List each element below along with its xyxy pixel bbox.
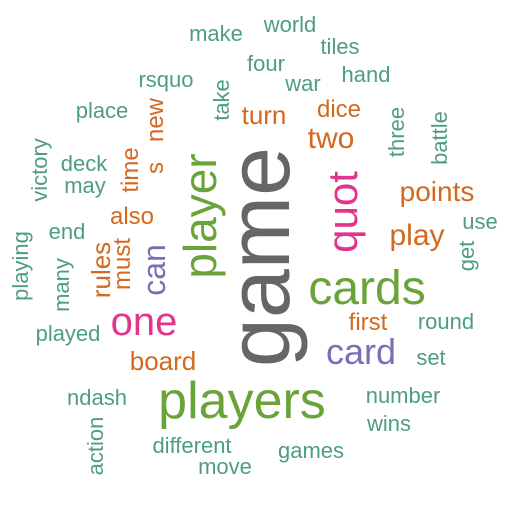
word-take: take <box>209 79 234 121</box>
word-set: set <box>416 345 446 370</box>
word-cards: cards <box>308 262 426 315</box>
word-world: world <box>263 12 317 37</box>
word-make: make <box>189 21 243 46</box>
word-ndash: ndash <box>67 385 127 410</box>
word-many: many <box>49 258 74 312</box>
word-deck: deck <box>60 151 108 176</box>
word-hand: hand <box>341 62 391 87</box>
word-victory: victory <box>27 138 52 202</box>
word-can: can <box>136 244 172 296</box>
word-quot: quot <box>319 171 366 253</box>
word-get: get <box>454 240 479 272</box>
word-playing: playing <box>8 231 33 301</box>
word-points: points <box>399 176 475 207</box>
word-war: war <box>285 71 321 96</box>
word-play: play <box>389 219 445 252</box>
word-number: number <box>365 383 441 408</box>
word-players: players <box>158 372 326 430</box>
word-rsquo: rsquo <box>138 67 194 92</box>
word-tiles: tiles <box>320 34 360 59</box>
word-action: action <box>83 416 108 476</box>
word-played: played <box>35 321 101 346</box>
word-four: four <box>247 51 285 76</box>
word-two: two <box>307 122 355 155</box>
word-new: new <box>142 97 169 143</box>
word-games: games <box>277 438 345 463</box>
word-use: use <box>462 209 498 234</box>
word-first: first <box>348 309 388 336</box>
word-three: three <box>384 106 409 158</box>
word-one: one <box>110 300 178 344</box>
word-move: move <box>198 454 252 479</box>
word-board: board <box>129 346 197 376</box>
word-time: time <box>117 147 144 193</box>
word-s: s <box>142 162 169 174</box>
word-place: place <box>75 98 129 123</box>
word-dice: dice <box>316 96 362 123</box>
word-turn: turn <box>241 100 287 130</box>
word-end: end <box>48 219 86 244</box>
word-game: game <box>209 146 308 368</box>
word-battle: battle <box>427 111 452 165</box>
word-round: round <box>417 309 475 334</box>
word-wins: wins <box>366 411 412 436</box>
word-may: may <box>64 173 106 198</box>
word-card: card <box>325 331 397 372</box>
word-must: must <box>109 237 136 291</box>
word-different: different <box>152 433 232 458</box>
word-also: also <box>109 203 155 230</box>
word-player: player <box>174 153 226 279</box>
